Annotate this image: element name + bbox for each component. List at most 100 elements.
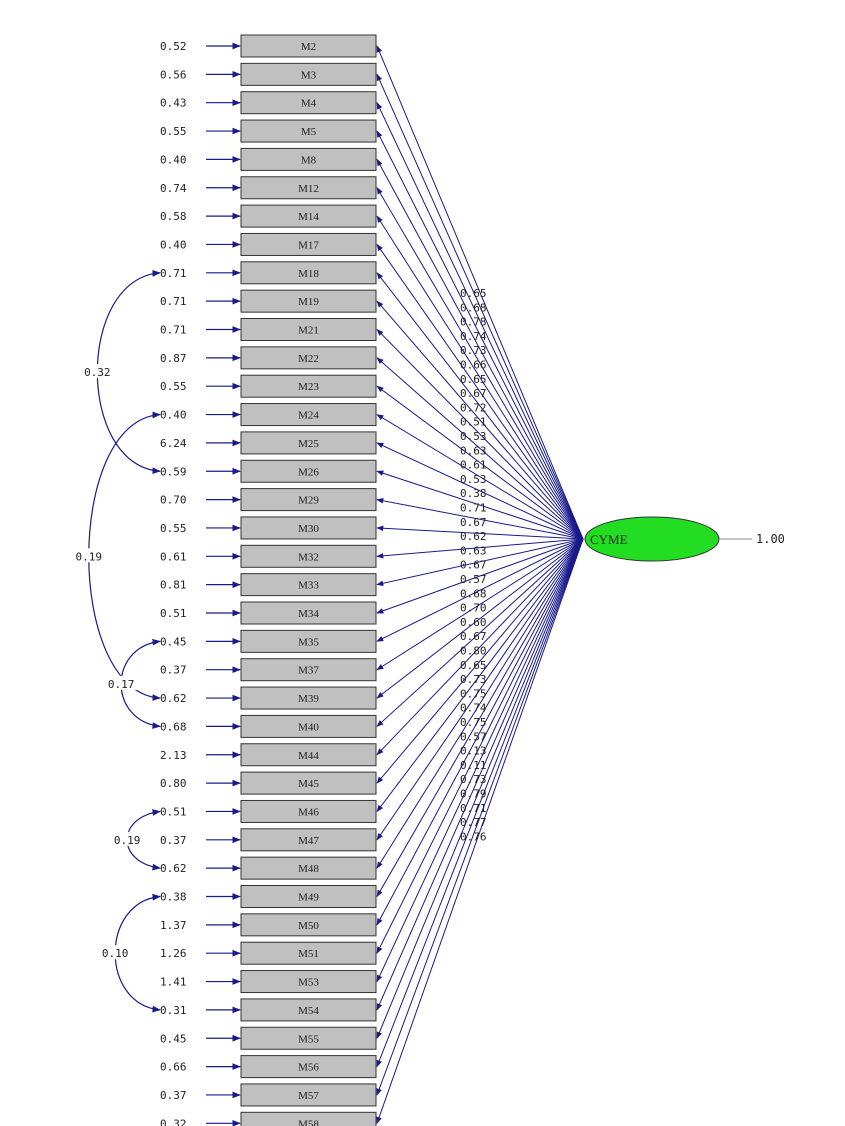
- indicator-label: M19: [298, 296, 319, 308]
- loading-value: 0.67: [460, 387, 487, 400]
- indicator-m35: 0.45 M35: [160, 629, 377, 653]
- indicator-label: M26: [298, 466, 319, 478]
- indicator-m57: 0.37 M57: [160, 1083, 377, 1107]
- indicator-box: [240, 403, 377, 427]
- error-variance: 0.62: [160, 862, 187, 875]
- indicator-m3: 0.56 M3: [160, 62, 377, 86]
- loading-value: 0.75: [460, 687, 487, 700]
- loading-value: 0.80: [460, 645, 487, 658]
- error-variance: 0.31: [160, 1004, 187, 1017]
- indicator-label: M39: [298, 693, 319, 705]
- indicator-label: M21: [298, 325, 319, 337]
- loading-value: 0.70: [460, 602, 487, 615]
- factor-loading-paths: [376, 45, 584, 1124]
- indicator-box: [240, 885, 377, 908]
- loading-path: [376, 300, 584, 540]
- loading-path: [376, 158, 584, 540]
- loading-value: 0.63: [460, 444, 487, 457]
- indicator-m48: 0.62 M48: [160, 856, 377, 880]
- indicator-box: [240, 970, 377, 994]
- indicator-label: M56: [298, 1062, 319, 1074]
- indicator-label: M35: [298, 636, 319, 648]
- covariance-value: 0.17: [108, 678, 135, 691]
- loading-path: [376, 538, 584, 1096]
- indicator-box: [240, 34, 377, 58]
- loading-path: [376, 45, 584, 540]
- error-variance: 0.37: [160, 664, 187, 677]
- error-variance: 0.74: [160, 182, 187, 195]
- indicator-m2: 0.52 M2: [160, 34, 377, 58]
- indicator-box: [240, 686, 377, 710]
- indicator-box: [240, 544, 377, 568]
- error-variance: 0.71: [160, 324, 187, 337]
- error-variance: 0.87: [160, 352, 187, 365]
- loading-path: [376, 538, 584, 699]
- loading-value: 0.53: [460, 430, 487, 443]
- indicator-box: [240, 147, 377, 171]
- loading-value: 0.38: [460, 487, 487, 500]
- loading-value: 0.11: [460, 759, 487, 772]
- loading-value: 0.67: [460, 516, 487, 529]
- loading-path: [376, 357, 584, 540]
- indicator-label: M22: [298, 353, 319, 365]
- loading-value: 0.66: [460, 359, 487, 372]
- indicator-label: M33: [298, 580, 319, 592]
- covariance-value: 0.19: [76, 550, 103, 563]
- indicator-box: [240, 828, 377, 852]
- loading-value: 0.76: [460, 830, 487, 843]
- loading-path: [376, 538, 584, 642]
- indicator-label: M8: [301, 154, 317, 166]
- loading-path: [376, 187, 584, 540]
- error-variance: 0.58: [160, 210, 187, 223]
- indicator-label: M44: [298, 750, 319, 762]
- indicator-m55: 0.45 M55: [160, 1026, 377, 1050]
- loading-path: [376, 538, 584, 587]
- indicator-label: M50: [298, 920, 319, 932]
- loading-value: 0.13: [460, 745, 487, 758]
- indicator-box: [240, 629, 377, 653]
- loading-value: 0.77: [460, 816, 487, 829]
- indicator-label: M2: [301, 41, 316, 53]
- error-variance: 0.81: [160, 579, 187, 592]
- covariance-m49-m54: 0.10: [93, 893, 161, 1013]
- loading-value: 0.78: [460, 316, 487, 329]
- error-variance: 0.80: [160, 777, 187, 790]
- error-variance: 0.70: [160, 494, 187, 507]
- indicator-label: M55: [298, 1033, 319, 1045]
- indicator-label: M47: [298, 835, 319, 847]
- loading-path: [376, 329, 584, 540]
- loading-path: [376, 538, 584, 841]
- loading-path: [376, 73, 584, 540]
- indicator-m40: 0.68 M40: [160, 714, 377, 738]
- indicator-box: [240, 998, 377, 1022]
- indicator-label: M4: [301, 98, 317, 110]
- loading-path: [376, 538, 584, 756]
- error-variance: 0.45: [160, 635, 187, 648]
- loading-path: [376, 538, 584, 1068]
- indicator-label: M34: [298, 608, 319, 620]
- indicator-m45: 0.80 M45: [160, 771, 377, 795]
- covariance-label-bg: [93, 945, 138, 960]
- loading-value: 0.75: [460, 716, 487, 729]
- error-variance: 0.52: [160, 40, 187, 53]
- indicator-box: [240, 119, 377, 143]
- loading-path: [376, 442, 584, 540]
- indicator-m25: 6.24 M25: [160, 431, 377, 455]
- loading-path: [376, 538, 584, 926]
- indicator-label: M30: [298, 523, 319, 535]
- indicator-box: [240, 232, 377, 256]
- loading-value: 0.73: [460, 673, 487, 686]
- error-variance: 0.62: [160, 692, 187, 705]
- indicator-m44: 2.13 M44: [160, 743, 377, 767]
- indicator-box: [240, 204, 377, 228]
- indicator-box: [240, 1055, 377, 1079]
- indicator-label: M51: [298, 948, 319, 960]
- indicator-m47: 0.37 M47: [160, 828, 377, 852]
- indicator-label: M37: [298, 665, 319, 677]
- covariance-value: 0.32: [84, 366, 111, 379]
- indicator-box: [240, 913, 377, 937]
- indicator-label: M40: [298, 721, 319, 733]
- indicator-box: [240, 459, 377, 483]
- loading-path: [376, 385, 584, 540]
- indicator-m39: 0.62 M39: [160, 686, 377, 710]
